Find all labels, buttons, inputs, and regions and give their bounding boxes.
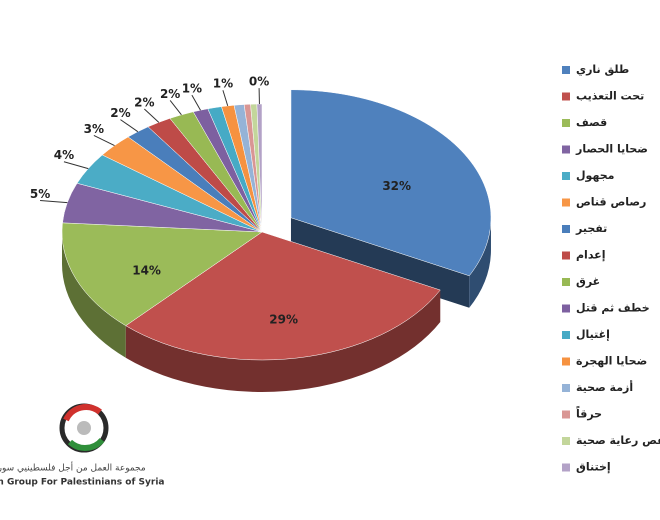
logo-arc (67, 437, 105, 451)
legend-swatch (562, 251, 570, 260)
data-label: 1% (213, 77, 233, 91)
legend-swatch (562, 198, 570, 207)
legend-label: تحت التعذيب (576, 90, 644, 103)
slice (290, 89, 492, 277)
legend-label: غرق (576, 275, 600, 288)
legend-swatch (562, 331, 570, 339)
slice-tops (61, 89, 492, 361)
data-label: 29% (269, 313, 298, 327)
legend-swatch (562, 66, 570, 74)
leader-line (191, 94, 201, 111)
leader-line (222, 90, 229, 107)
legend-swatch (562, 172, 570, 180)
leader-line (169, 100, 182, 116)
legend-label: رصاص قناص (576, 196, 646, 209)
data-label: 1% (182, 82, 202, 96)
logo: مجموعة العمل من أجل فلسطينيي سورية Actio… (0, 403, 164, 488)
legend-swatch (562, 410, 570, 419)
slice (61, 222, 263, 326)
legend-swatch (562, 92, 570, 101)
leader-line (40, 200, 68, 204)
slice (256, 103, 263, 233)
legend-label: إغتيال (576, 328, 610, 341)
legend-swatch (562, 304, 570, 313)
slice-side (125, 290, 441, 393)
logo-dot (77, 421, 91, 435)
data-label: 2% (134, 96, 154, 110)
legend-label: مجهول (576, 169, 614, 182)
logo-arabic: مجموعة العمل من أجل فلسطينيي سورية (0, 462, 146, 474)
data-label: 0% (249, 75, 269, 89)
slice (125, 231, 441, 361)
legend-swatch (562, 384, 570, 392)
legend-label: قصف (576, 116, 607, 129)
data-label: 32% (382, 179, 411, 193)
leader-line (144, 108, 160, 123)
leader-line (93, 134, 115, 146)
legend-label: إختناق (576, 461, 611, 474)
data-label: 5% (30, 187, 50, 201)
leader-line (120, 119, 139, 133)
legend-label: نقص رعاية صحية (576, 434, 660, 447)
data-label: 2% (110, 106, 130, 120)
logo-arc (63, 404, 102, 422)
leader-line (63, 161, 89, 170)
legend-swatch (562, 463, 570, 472)
logo-english: Action Group For Palestinians of Syria (0, 478, 164, 488)
legend-label: حرقاً (576, 405, 602, 420)
legend-label: خطف ثم قتل (576, 302, 650, 315)
data-label: 4% (54, 148, 74, 162)
data-label: 3% (84, 122, 104, 136)
slice-side (61, 232, 126, 358)
legend-label: إعدام (576, 249, 605, 262)
legend-swatch (562, 225, 570, 233)
legend-label: أزمة صحية (576, 380, 633, 394)
legend-label: ضحايا الهجرة (576, 355, 647, 368)
legend-label: تفجير (575, 222, 607, 235)
legend-label: طلق ناري (576, 63, 629, 76)
legend-swatch (562, 278, 570, 286)
legend-swatch (562, 357, 570, 366)
slice-side (469, 217, 491, 308)
legend-swatch (562, 119, 570, 127)
legend-swatch (562, 437, 570, 445)
legend-swatch (562, 145, 570, 154)
data-label: 14% (132, 264, 161, 278)
legend-label: ضحايا الحصار (575, 143, 648, 156)
data-label: 2% (160, 87, 180, 101)
